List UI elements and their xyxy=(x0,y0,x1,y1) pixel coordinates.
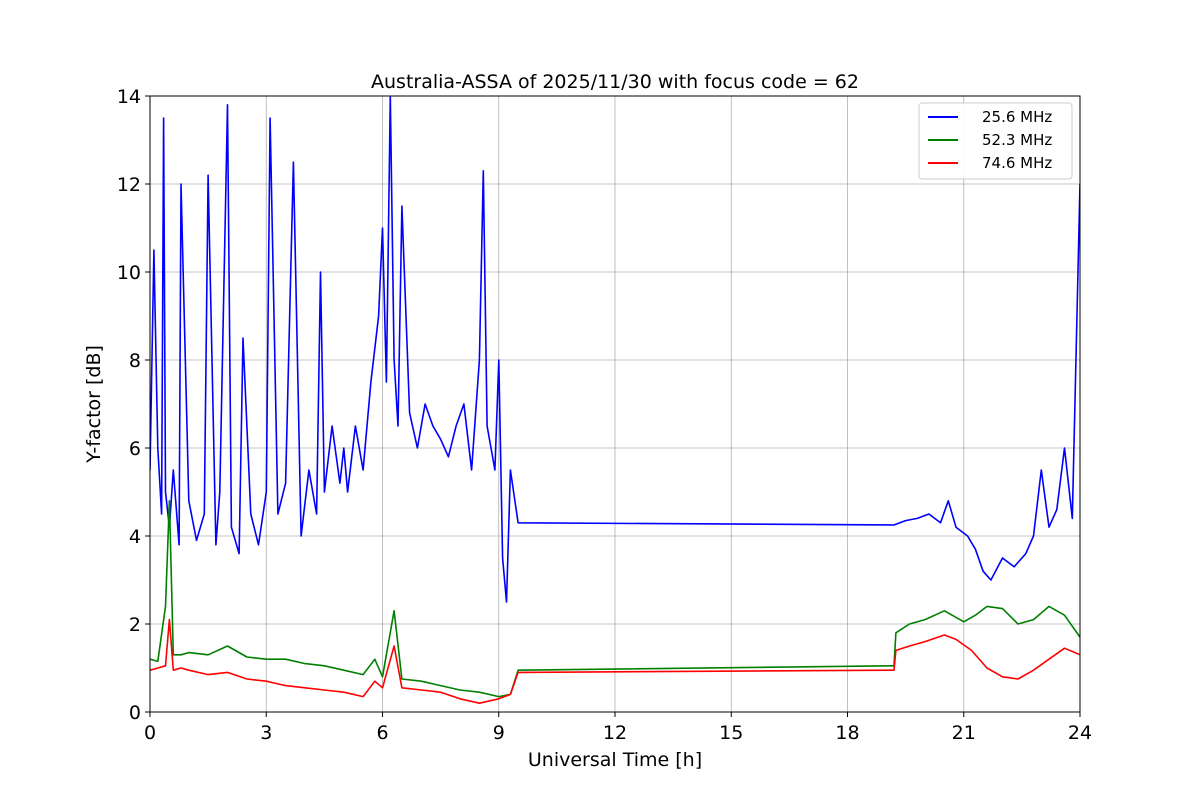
x-tick-label: 15 xyxy=(719,722,743,744)
legend-label-1: 52.3 MHz xyxy=(982,131,1052,149)
legend: 25.6 MHz 52.3 MHz 74.6 MHz xyxy=(918,102,1073,180)
series-line-0 xyxy=(150,96,1080,603)
y-tick-label: 6 xyxy=(129,438,141,460)
y-tick-label: 2 xyxy=(129,614,141,636)
y-tick-label: 10 xyxy=(117,262,141,284)
legend-label-0: 25.6 MHz xyxy=(982,108,1052,126)
y-tick-label: 8 xyxy=(129,350,141,372)
x-tick-label: 9 xyxy=(493,722,505,744)
chart-title: Australia-ASSA of 2025/11/30 with focus … xyxy=(371,71,859,93)
x-tick-label: 6 xyxy=(376,722,388,744)
x-tick-label: 18 xyxy=(835,722,859,744)
series-line-2 xyxy=(150,618,1080,705)
x-tick-label: 3 xyxy=(260,722,272,744)
y-tick-label: 4 xyxy=(129,526,141,548)
legend-box xyxy=(918,102,1073,180)
series-group xyxy=(150,96,1080,705)
y-axis-label: Y-factor [dB] xyxy=(83,345,105,464)
x-tick-label: 12 xyxy=(603,722,627,744)
y-tick-label: 0 xyxy=(129,702,141,724)
grid xyxy=(149,95,1081,713)
legend-label-2: 74.6 MHz xyxy=(982,154,1052,172)
x-tick-label: 0 xyxy=(144,722,156,744)
x-axis-label: Universal Time [h] xyxy=(528,749,702,771)
series-line-1 xyxy=(150,499,1080,698)
x-tick-label: 24 xyxy=(1068,722,1092,744)
y-tick-label: 14 xyxy=(117,86,141,108)
y-tick-label: 12 xyxy=(117,174,141,196)
x-tick-label: 21 xyxy=(952,722,976,744)
